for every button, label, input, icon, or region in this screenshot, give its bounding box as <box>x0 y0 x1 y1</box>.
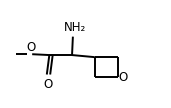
Text: O: O <box>118 71 127 84</box>
Text: O: O <box>44 78 53 91</box>
Text: O: O <box>27 41 36 54</box>
Text: NH₂: NH₂ <box>64 21 87 34</box>
